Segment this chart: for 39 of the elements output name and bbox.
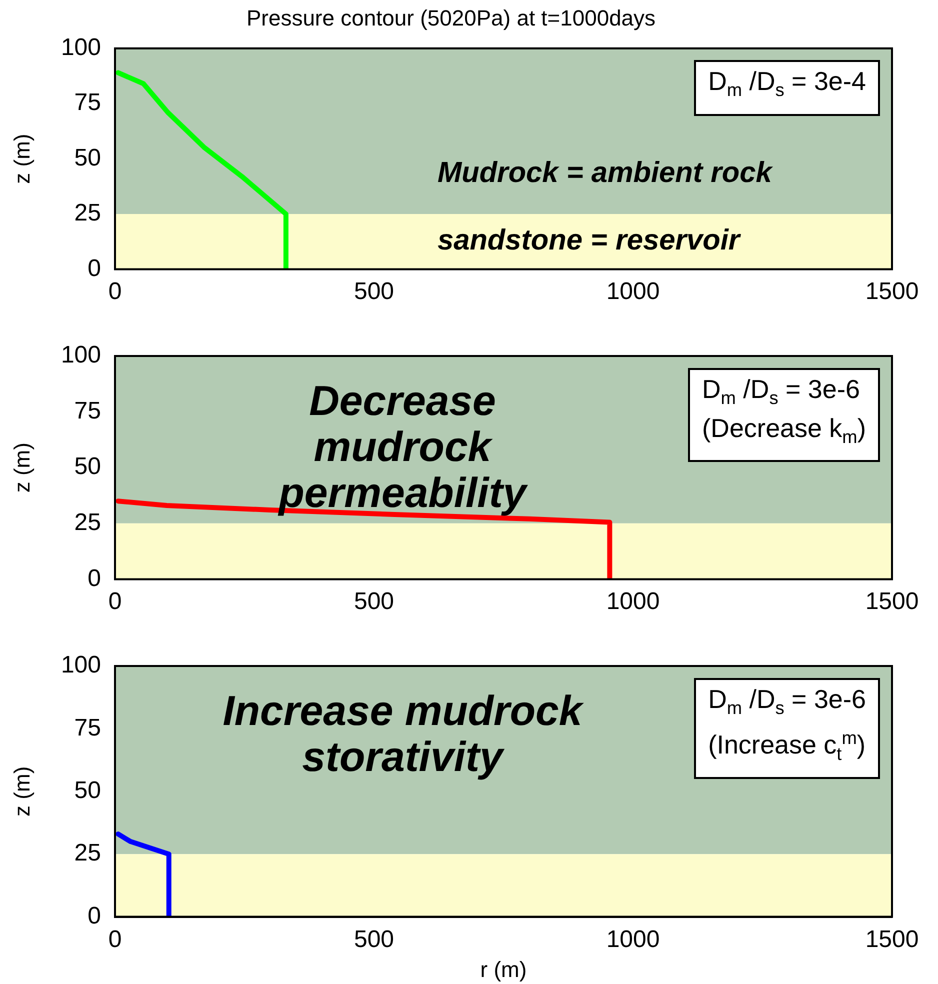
x-tick-label: 500 [354,278,394,306]
y-tick-label: 50 [74,777,101,804]
x-tick-label: 0 [108,278,122,306]
y-tick-label: 75 [74,89,101,116]
y-tick-label: 100 [60,652,101,679]
x-tick-label: 1500 [865,588,919,616]
x-tick-label: 1000 [606,926,660,953]
annotation: Decrease mudrock permeability [278,377,526,516]
y-tick-label: 50 [74,453,101,480]
y-tick-label: 50 [74,144,101,172]
band-label: sandstone = reservoir [437,224,742,257]
chart-title: Pressure contour (5020Pa) at t=1000days [246,5,656,30]
x-tick-label: 0 [108,588,122,616]
y-tick-label: 0 [88,254,101,282]
y-tick-label: 25 [74,200,101,227]
y-axis-title: z (m) [9,766,34,816]
x-tick-label: 1000 [606,278,660,306]
x-tick-label: 0 [108,926,122,953]
x-tick-label: 1500 [865,926,919,953]
x-tick-label: 500 [354,588,394,616]
y-tick-label: 75 [74,714,101,742]
y-tick-label: 0 [88,902,101,930]
y-tick-label: 100 [60,342,101,369]
x-axis-title: r (m) [480,956,527,982]
x-tick-label: 1500 [865,278,919,306]
text: D$_{m}$ /D$_{s}$ = 3e-6 (Increase c$_{t}$$^{m}$) [708,684,866,764]
annotation: D$_{m}$ /D$_{s}$ = 3e-6 (Decrease k$_{m}$) [688,368,880,462]
x-tick-label: 500 [354,926,394,953]
y-tick-label: 25 [74,509,101,536]
annotation: D$_{m}$ /D$_{s}$ = 3e-4 [694,60,880,116]
y-tick-label: 0 [88,564,101,592]
band-label: Mudrock = ambient rock [437,157,774,189]
x-tick-label: 1000 [606,588,660,616]
y-tick-label: 100 [60,34,101,62]
y-tick-label: 25 [74,840,101,867]
y-tick-label: 75 [74,397,101,424]
y-axis-title: z (m) [9,134,34,184]
annotation: Increase mudrock storativity [222,687,582,780]
y-axis-title: z (m) [9,442,34,493]
